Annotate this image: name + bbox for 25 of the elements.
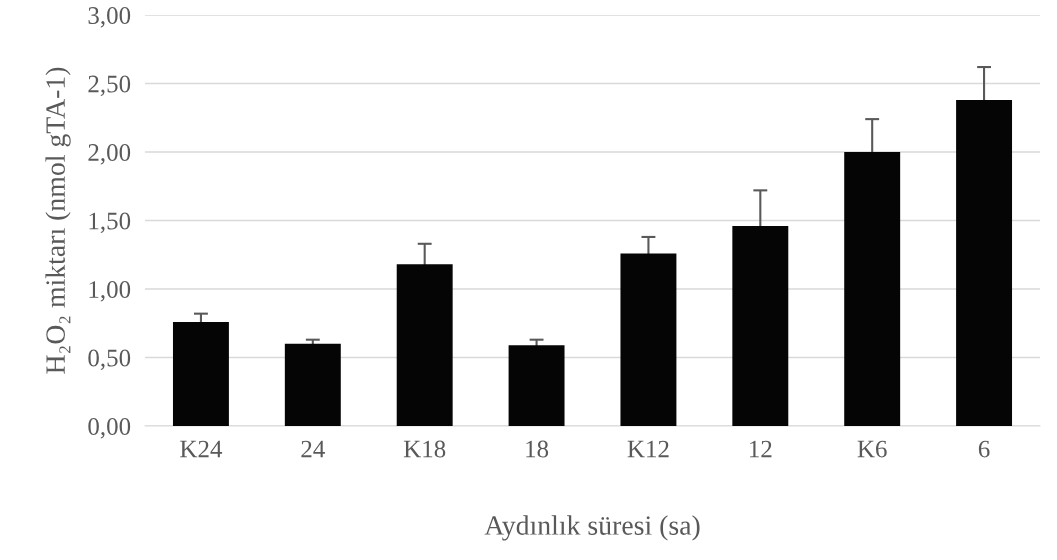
bar xyxy=(956,99,1013,426)
y-tick-label: 3,00 xyxy=(88,7,131,28)
y-tick-label: 1,00 xyxy=(89,281,131,302)
x-tick-label: 12 xyxy=(750,440,772,458)
y-tick-label: 0,50 xyxy=(88,349,131,371)
bar xyxy=(620,253,677,426)
x-axis-title: Aydınlık süresi (sa) xyxy=(484,515,700,541)
y-tick-label: 0,00 xyxy=(88,418,131,439)
bar xyxy=(732,225,789,426)
y-tick-label: 1,50 xyxy=(89,212,131,234)
bar xyxy=(508,345,565,426)
bar xyxy=(172,321,229,426)
x-tick-label: K6 xyxy=(857,440,887,458)
x-tick-label: K18 xyxy=(403,440,446,458)
y-tick-label: 2,50 xyxy=(88,75,131,97)
x-tick-label: K12 xyxy=(627,440,669,458)
y-axis-title: H₂O₂ miktarı (nmol gTA-1) xyxy=(45,67,71,374)
x-tick-label: 18 xyxy=(526,440,549,458)
x-tick-label: 6 xyxy=(978,440,990,458)
x-tick-label: 24 xyxy=(301,440,325,458)
x-tick-label: K24 xyxy=(180,440,223,458)
bar xyxy=(844,152,901,426)
bar xyxy=(284,343,341,426)
y-tick-label: 2,00 xyxy=(88,144,131,165)
bar xyxy=(396,264,453,426)
